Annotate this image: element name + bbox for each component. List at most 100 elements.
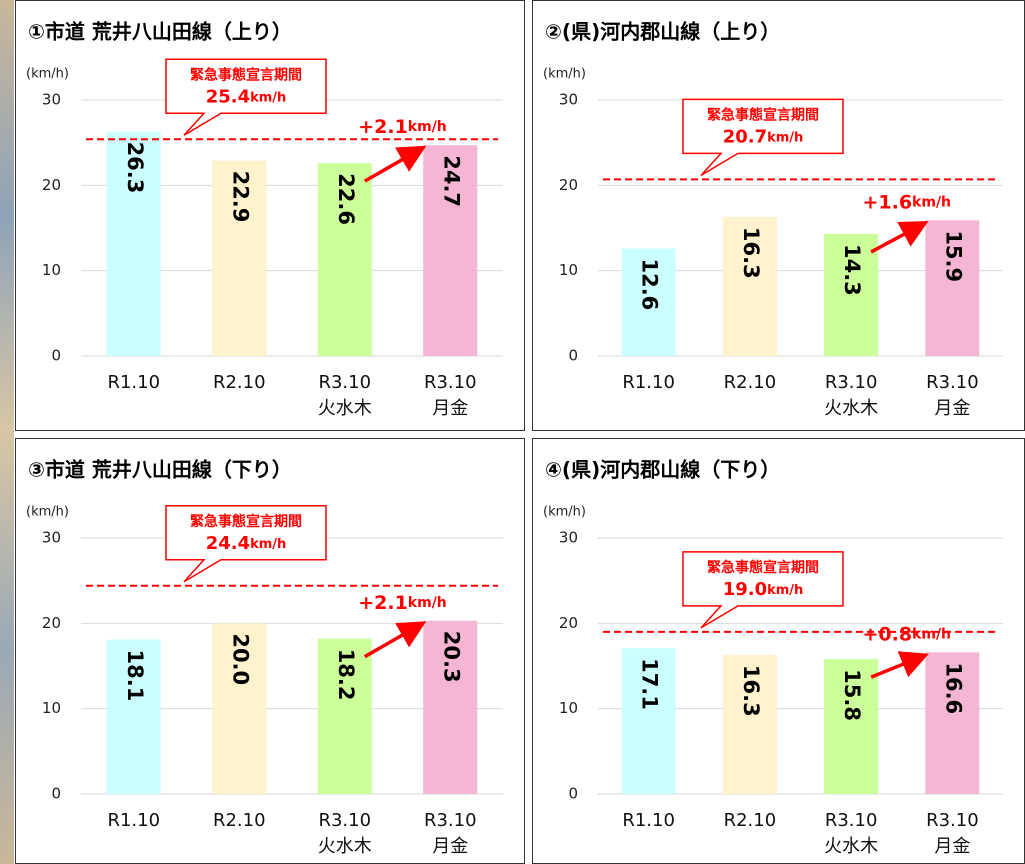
- y-tick-label: 0: [51, 347, 61, 365]
- x-tick-label: R3.10: [926, 372, 979, 393]
- x-tick-label: R3.10: [424, 372, 477, 393]
- annotation-unit: km/h: [408, 595, 447, 611]
- x-tick-label: R3.10: [926, 810, 979, 831]
- annotation-number: +2.1: [358, 116, 408, 138]
- callout-value-unit: km/h: [767, 582, 803, 597]
- chart: ①市道 荒井八山田線（上り） (km/h) 0 10 20 30 26.3 R1.10 22.9…: [26, 20, 503, 419]
- value-label: 16.3: [739, 227, 763, 279]
- value-label: 16.6: [941, 662, 965, 714]
- chart: ③市道 荒井八山田線（下り） (km/h) 0 10 20 30 18.1 R1.10 20.0…: [26, 458, 503, 857]
- y-tick-label: 0: [568, 785, 578, 803]
- annotation-unit: km/h: [912, 626, 951, 642]
- y-axis-label: (km/h): [26, 67, 69, 82]
- x-tick-label: R2.10: [213, 810, 266, 831]
- bar: [423, 620, 478, 794]
- x-tick-label: 火水木: [824, 836, 878, 857]
- background-strip: [0, 0, 14, 864]
- bar: [722, 654, 777, 794]
- value-label: 26.3: [123, 142, 147, 194]
- chart-title: ①市道 荒井八山田線（上り）: [28, 20, 292, 44]
- value-label: 17.1: [638, 658, 662, 710]
- y-axis-label: (km/h): [543, 505, 586, 520]
- value-label: 18.2: [334, 649, 358, 701]
- bar: [824, 659, 879, 794]
- annotation: +2.1km/h: [358, 591, 447, 613]
- y-tick-label: 20: [559, 614, 578, 632]
- x-tick-label: R3.10: [825, 372, 878, 393]
- y-tick-label: 10: [559, 261, 578, 279]
- bar: [317, 163, 372, 356]
- value-label: 22.9: [228, 171, 252, 223]
- x-tick-label: R1.10: [622, 372, 675, 393]
- x-tick-label: 火水木: [318, 836, 372, 857]
- annotation: +2.1km/h: [358, 116, 447, 138]
- bar: [106, 131, 161, 356]
- value-label: 12.6: [638, 258, 662, 310]
- y-tick-label: 10: [42, 261, 61, 279]
- x-tick-label: R2.10: [724, 372, 777, 393]
- x-tick-label: 月金: [934, 836, 970, 857]
- x-tick-label: R3.10: [424, 810, 477, 831]
- y-tick-label: 10: [559, 699, 578, 717]
- chart-panel: ③市道 荒井八山田線（下り） (km/h) 0 10 20 30 18.1 R1.10 20.0…: [15, 438, 525, 864]
- value-label: 20.0: [228, 633, 252, 685]
- value-label: 14.3: [840, 244, 864, 296]
- y-tick-label: 30: [559, 529, 578, 547]
- value-label: 15.8: [840, 669, 864, 721]
- annotation-arrow: [363, 145, 427, 183]
- y-tick-label: 20: [42, 614, 61, 632]
- callout-value-unit: km/h: [767, 130, 803, 145]
- annotation-number: +2.1: [358, 591, 408, 613]
- value-label: 18.1: [123, 650, 147, 702]
- chart: ④(県)河内郡山線（下り） (km/h) 0 10 20 30 17.1 R1.10 16.3 R…: [543, 458, 1003, 857]
- value-label: 24.7: [439, 155, 463, 207]
- value-label: 15.9: [941, 230, 965, 282]
- chart-title: ③市道 荒井八山田線（下り）: [28, 458, 292, 482]
- callout-value-number: 20.7: [723, 126, 767, 147]
- callout-box: [165, 505, 327, 583]
- callout-label: 緊急事態宣言期間: [190, 66, 302, 83]
- bar: [212, 623, 267, 794]
- bar: [925, 220, 980, 356]
- y-tick-label: 10: [42, 699, 61, 717]
- x-tick-label: R3.10: [318, 810, 371, 831]
- bar: [925, 652, 980, 794]
- y-tick-label: 30: [559, 91, 578, 109]
- value-label: 16.3: [739, 665, 763, 717]
- callout-value: 20.7km/h: [723, 126, 804, 147]
- callout-value-number: 24.4: [206, 533, 250, 554]
- y-axis-label: (km/h): [543, 67, 586, 82]
- callout-value-unit: km/h: [250, 536, 286, 551]
- x-tick-label: R2.10: [724, 810, 777, 831]
- y-tick-label: 30: [42, 529, 61, 547]
- x-tick-label: 月金: [432, 398, 468, 419]
- chart-title: ④(県)河内郡山線（下り）: [545, 458, 780, 482]
- callout-label: 緊急事態宣言期間: [707, 106, 819, 123]
- x-tick-label: R1.10: [107, 372, 160, 393]
- annotation-number: +1.6: [862, 191, 912, 213]
- annotation: +0.8km/h: [862, 623, 951, 645]
- annotation-number: +0.8: [862, 623, 912, 645]
- value-label: 20.3: [439, 631, 463, 683]
- x-tick-label: 月金: [934, 398, 970, 419]
- bar: [423, 145, 478, 356]
- callout-value: 25.4km/h: [206, 86, 287, 107]
- chart-panel: ①市道 荒井八山田線（上り） (km/h) 0 10 20 30 26.3 R1.10 22.9…: [15, 0, 525, 431]
- x-tick-label: R1.10: [107, 810, 160, 831]
- annotation-unit: km/h: [408, 119, 447, 135]
- callout-value-number: 19.0: [723, 579, 767, 600]
- bar: [621, 248, 676, 356]
- x-tick-label: 火水木: [824, 398, 878, 419]
- x-tick-label: R3.10: [318, 372, 371, 393]
- y-tick-label: 30: [42, 91, 61, 109]
- callout-label: 緊急事態宣言期間: [190, 513, 302, 530]
- callout-box: [682, 551, 844, 629]
- x-tick-label: R2.10: [213, 372, 266, 393]
- x-tick-label: 月金: [432, 836, 468, 857]
- annotation-arrow: [363, 621, 427, 659]
- x-tick-label: R3.10: [825, 810, 878, 831]
- annotation-unit: km/h: [912, 194, 951, 210]
- chart-panel: ②(県)河内郡山線（上り） (km/h) 0 10 20 30 12.6 R1.10 16.3 R…: [532, 0, 1025, 431]
- y-axis-label: (km/h): [26, 505, 69, 520]
- bar: [722, 216, 777, 356]
